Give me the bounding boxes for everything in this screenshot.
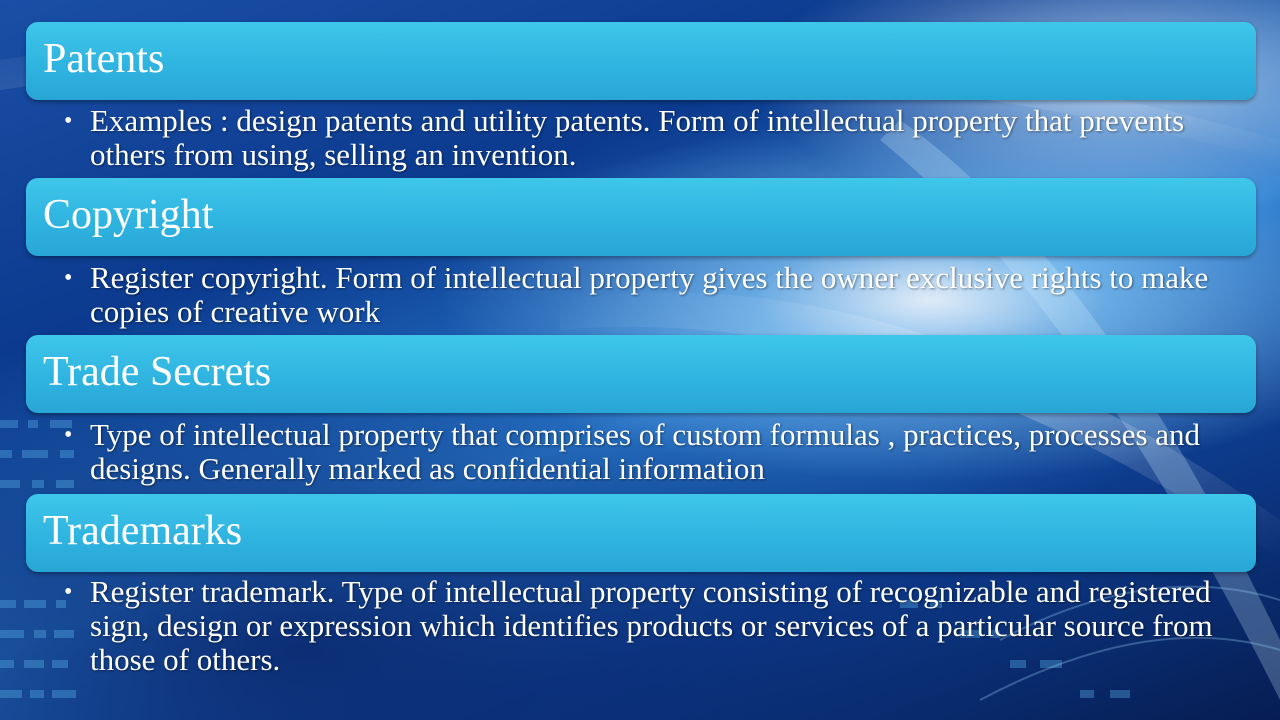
section-body-trademarks: • Register trademark. Type of intellectu… [64, 575, 1244, 677]
bullet-icon: • [64, 422, 73, 448]
section-body-patents: • Examples : design patents and utility … [64, 104, 1244, 172]
section-title: Patents [43, 36, 165, 82]
section-text: Examples : design patents and utility pa… [90, 103, 1185, 172]
bullet-icon: • [64, 108, 73, 134]
section-title: Copyright [43, 192, 214, 238]
section-text: Register copyright. Form of intellectual… [90, 260, 1209, 329]
section-header-trademarks: Trademarks [26, 494, 1256, 572]
section-title: Trade Secrets [43, 349, 272, 395]
section-header-copyright: Copyright [26, 178, 1256, 256]
section-header-trade-secrets: Trade Secrets [26, 335, 1256, 413]
section-title: Trademarks [43, 508, 243, 554]
section-body-trade-secrets: • Type of intellectual property that com… [64, 418, 1244, 486]
section-text: Type of intellectual property that compr… [90, 417, 1201, 486]
bullet-icon: • [64, 265, 73, 291]
section-text: Register trademark. Type of intellectual… [90, 574, 1213, 677]
section-header-patents: Patents [26, 22, 1256, 100]
bullet-icon: • [64, 579, 73, 605]
section-body-copyright: • Register copyright. Form of intellectu… [64, 261, 1244, 329]
